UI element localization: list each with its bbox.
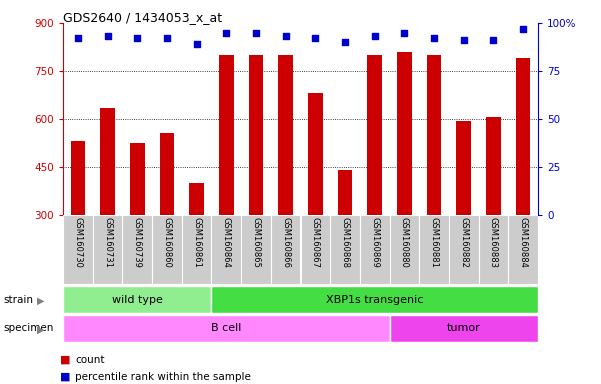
Text: GSM160739: GSM160739 [133,217,142,268]
Bar [63,286,212,313]
Bar [63,215,93,284]
Bar [516,58,531,215]
Text: GSM160860: GSM160860 [162,217,171,268]
Text: percentile rank within the sample: percentile rank within the sample [75,372,251,382]
Bar [93,215,123,284]
Text: GSM160884: GSM160884 [519,217,528,268]
Bar [367,55,382,215]
Bar [123,215,152,284]
Bar [159,134,174,215]
Bar [130,143,145,215]
Text: GSM160881: GSM160881 [430,217,439,268]
Text: ■: ■ [60,355,70,365]
Text: count: count [75,355,105,365]
Bar [456,121,471,215]
Text: GSM160882: GSM160882 [459,217,468,268]
Bar [182,215,212,284]
Text: strain: strain [3,295,33,305]
Text: GSM160861: GSM160861 [192,217,201,268]
Point [340,39,350,45]
Text: tumor: tumor [447,323,481,333]
Point [459,37,469,43]
Text: GSM160865: GSM160865 [251,217,260,268]
Bar [397,52,412,215]
Bar [338,170,352,215]
Bar [419,215,449,284]
Bar [63,315,389,342]
Point [103,33,112,40]
Text: GSM160883: GSM160883 [489,217,498,268]
Text: ▶: ▶ [37,324,44,335]
Text: specimen: specimen [3,323,53,333]
Point [73,35,83,41]
Point [311,35,320,41]
Text: GSM160866: GSM160866 [281,217,290,268]
Point [429,35,439,41]
Bar [508,215,538,284]
Bar [478,215,508,284]
Text: ▶: ▶ [37,296,44,306]
Text: GSM160730: GSM160730 [73,217,82,268]
Bar [241,215,271,284]
Text: B cell: B cell [211,323,242,333]
Bar [278,55,293,215]
Bar [271,215,300,284]
Text: wild type: wild type [112,295,163,305]
Bar [486,118,501,215]
Bar [249,55,263,215]
Point [489,37,498,43]
Bar [212,286,538,313]
Text: XBP1s transgenic: XBP1s transgenic [326,295,423,305]
Bar [360,215,389,284]
Text: GSM160868: GSM160868 [341,217,350,268]
Bar [219,55,234,215]
Point [192,41,201,47]
Bar [449,215,478,284]
Bar [100,108,115,215]
Point [281,33,290,40]
Point [518,26,528,32]
Text: GDS2640 / 1434053_x_at: GDS2640 / 1434053_x_at [63,12,222,25]
Bar [300,215,330,284]
Bar [330,215,360,284]
Text: GSM160880: GSM160880 [400,217,409,268]
Bar [389,215,419,284]
Point [132,35,142,41]
Bar [189,183,204,215]
Point [162,35,172,41]
Bar [389,315,538,342]
Text: GSM160864: GSM160864 [222,217,231,268]
Point [400,30,409,36]
Text: GSM160731: GSM160731 [103,217,112,268]
Point [222,30,231,36]
Text: GSM160867: GSM160867 [311,217,320,268]
Point [370,33,379,40]
Bar [308,93,323,215]
Point [251,30,261,36]
Bar [152,215,182,284]
Bar [70,141,85,215]
Bar [427,55,442,215]
Bar [212,215,241,284]
Text: GSM160869: GSM160869 [370,217,379,268]
Text: ■: ■ [60,372,70,382]
